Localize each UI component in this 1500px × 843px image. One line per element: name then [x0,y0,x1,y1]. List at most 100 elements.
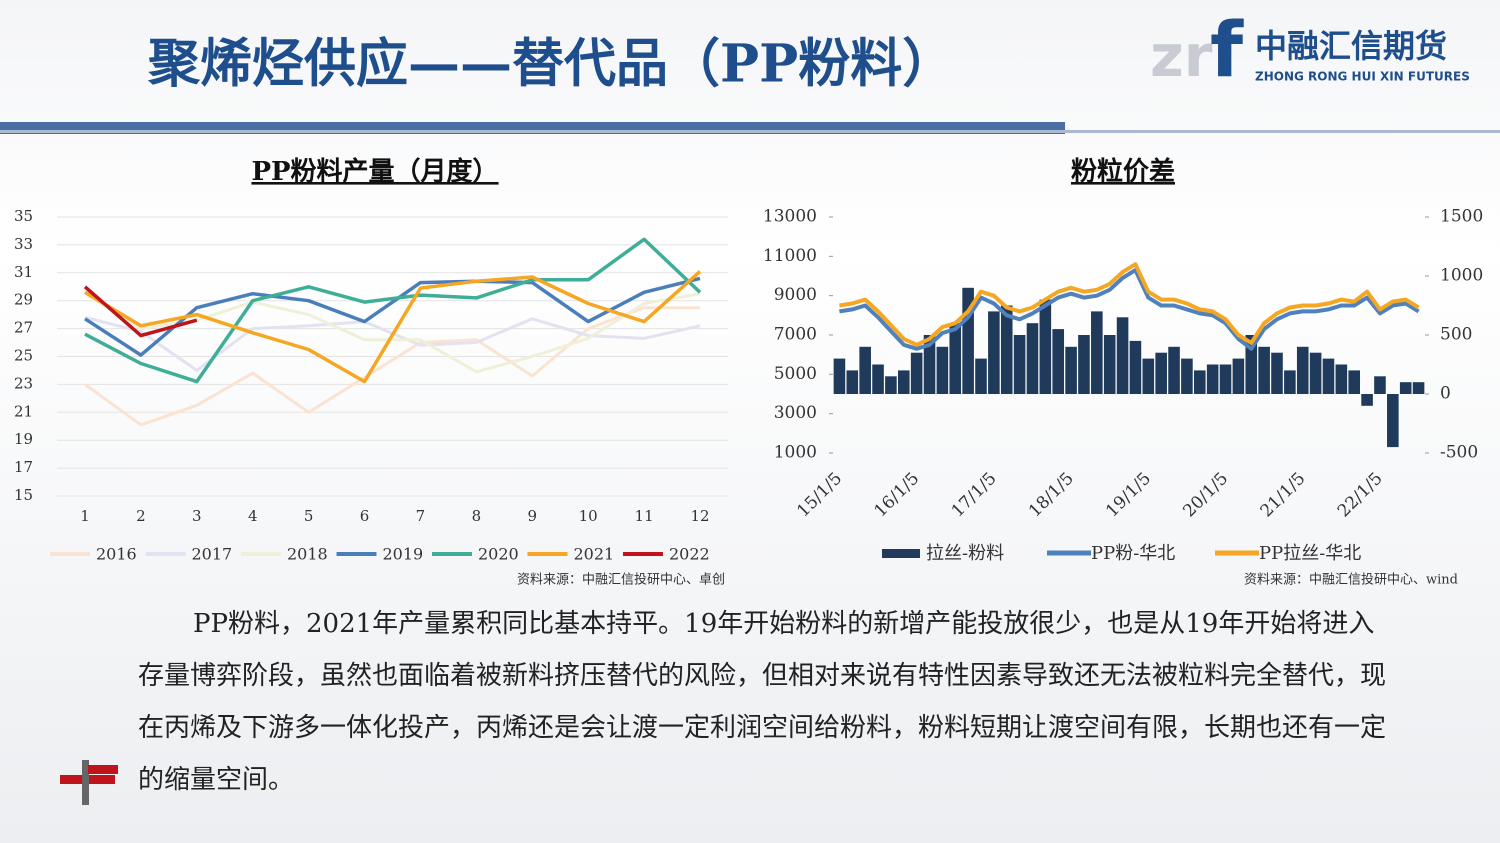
bar [1309,352,1322,394]
bar [1078,335,1090,394]
x-tick-label: 11 [635,507,654,525]
x-tick-label: 10 [579,507,598,525]
legend-swatch [882,549,920,558]
x-tick-label: 2 [136,507,146,525]
y-tick-label: 5000 [774,364,817,384]
x-tick-label: 3 [192,507,202,525]
y-tick-label: 35 [14,207,33,225]
bar [988,311,1000,394]
bar [1026,323,1039,394]
y2-tick-label: 1000 [1440,266,1483,286]
bar [1232,358,1245,394]
bar [1284,370,1296,394]
logo-mark: f [1210,5,1244,94]
bar [1374,376,1386,394]
y-tick-label: 17 [14,458,33,476]
bar [1129,340,1142,394]
bar [872,364,884,394]
y-tick-label: 25 [14,347,33,365]
bar [1065,346,1077,394]
x-tick-label: 19/1/5 [1102,469,1155,522]
bar [1361,394,1373,406]
body-paragraph: PP粉料，2021年产量累积同比基本持平。19年开始粉料的新增产能投放很少，也是… [138,609,1387,795]
logo-mark: zr [1150,22,1213,90]
y2-tick-label: 0 [1440,384,1451,404]
y-tick-label: 27 [14,319,33,337]
x-tick-label: 8 [472,507,482,525]
bar [1322,358,1335,394]
bar [1142,358,1155,394]
legend-label: 2022 [669,545,710,564]
bar [1116,317,1129,394]
y2-tick-label: -500 [1440,443,1478,463]
bar [1052,329,1065,394]
y-tick-label: 33 [14,235,33,253]
x-tick-label: 7 [416,507,426,525]
legend-label: 拉丝-粉料 [926,543,1004,564]
bar [1168,346,1180,394]
series-line [84,237,702,384]
x-tick-label: 22/1/5 [1334,469,1387,522]
legend-label: PP拉丝-华北 [1259,543,1361,564]
bar [1000,305,1013,394]
y-tick-label: 23 [14,374,33,392]
bar [1335,364,1348,394]
decor-icon [60,760,118,805]
bar [1193,370,1206,394]
x-tick-label: 1 [80,507,90,525]
bar [846,370,859,394]
y-tick-label: 11000 [763,246,817,266]
logo-english: ZHONG RONG HUI XIN FUTURES [1255,70,1470,84]
x-tick-label: 21/1/5 [1257,469,1310,522]
series-line [84,306,700,427]
x-tick-label: 16/1/5 [871,469,924,522]
x-tick-label: 9 [527,507,537,525]
y-tick-label: 3000 [774,403,817,423]
x-tick-label: 5 [304,507,314,525]
series-line [84,270,702,384]
bar [1103,335,1116,394]
bar [975,358,987,394]
x-tick-label: 15/1/5 [793,469,846,522]
title-rule [0,130,1500,133]
bar [1258,346,1270,394]
legend-label: 2016 [96,545,137,564]
y-tick-label: 13000 [763,207,817,227]
y-tick-label: 31 [14,263,33,281]
x-tick-label: 18/1/5 [1025,469,1078,522]
y-tick-label: 15 [14,486,33,504]
y-tick-label: 7000 [774,325,817,345]
bar [1387,394,1399,448]
y2-tick-label: 1500 [1440,207,1483,227]
bar [1271,352,1283,394]
bar [949,323,962,394]
bar [1091,311,1103,394]
logo-name: 中融汇信期货 [1255,27,1447,65]
legend-label: 2019 [383,545,424,564]
bar [1399,382,1412,394]
bar [962,287,974,394]
bar [833,358,846,394]
bar [936,346,949,394]
y-tick-label: 1000 [774,443,817,463]
x-tick-label: 12 [690,507,709,525]
bar [1039,299,1052,394]
legend-label: 2021 [574,545,615,564]
bar [1219,364,1232,394]
legend-label: PP粉-华北 [1091,543,1175,564]
bar [1245,335,1258,394]
chart-title: PP粉料产量（月度） [251,156,498,187]
y-tick-label: 29 [14,291,33,309]
y-tick-label: 21 [14,402,33,420]
bar [1412,382,1425,394]
bar [1013,335,1026,394]
bar [1296,346,1309,394]
y-tick-label: 9000 [774,285,817,305]
bar [1348,370,1361,394]
bar [910,352,923,394]
bar [1155,352,1167,394]
series-line [839,262,1420,347]
source-note: 资料来源：中融汇信投研中心、卓创 [517,572,725,588]
